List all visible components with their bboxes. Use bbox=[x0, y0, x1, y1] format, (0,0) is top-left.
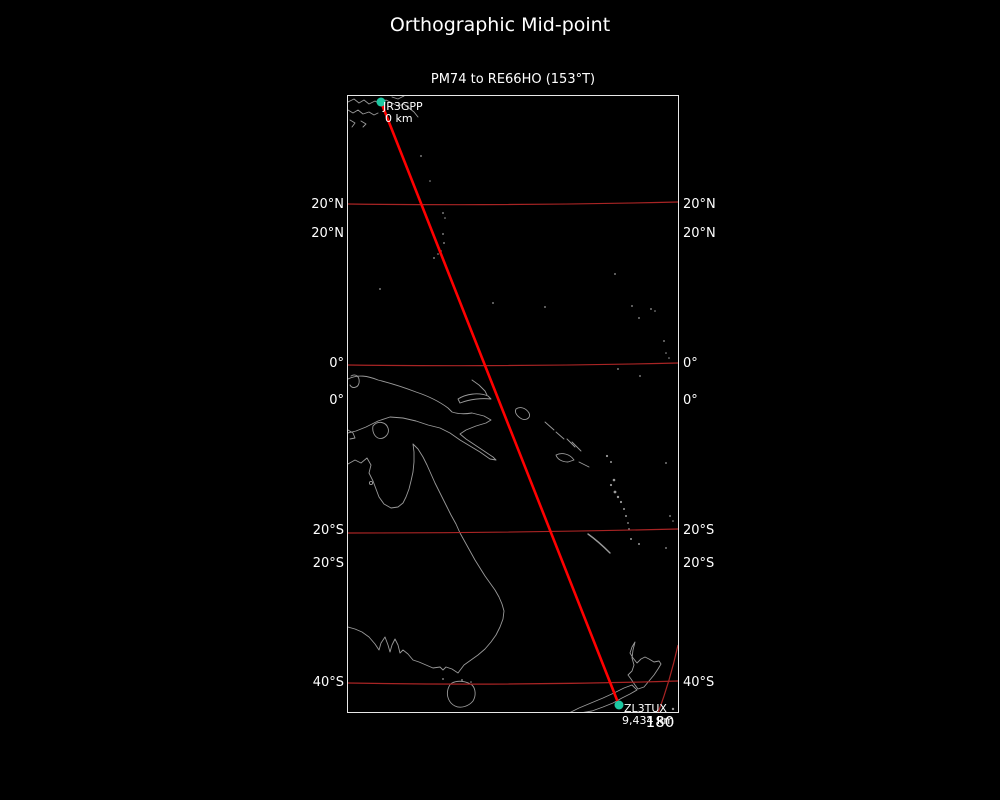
lat-label-right-20s-b: 20°S bbox=[683, 556, 715, 571]
page-title: Orthographic Mid-point bbox=[389, 14, 611, 36]
origin-callsign-label: JR3GPP bbox=[383, 100, 423, 113]
lat-label-right-20s-a: 20°S bbox=[683, 523, 715, 538]
destination-callsign-label: ZL3TUX bbox=[624, 702, 667, 715]
orthographic-map bbox=[348, 96, 678, 712]
map-plot-area bbox=[347, 95, 679, 713]
destination-marker-dot bbox=[614, 700, 624, 710]
meridian-180-line bbox=[657, 644, 678, 712]
lat-label-right-0-a: 0° bbox=[683, 356, 698, 371]
lat-label-left-20n-a: 20°N bbox=[311, 197, 344, 212]
lat-label-left-20s-b: 20°S bbox=[312, 556, 344, 571]
lat-label-right-40s: 40°S bbox=[683, 675, 715, 690]
destination-distance-label: 9,434 km bbox=[622, 714, 675, 727]
map-subtitle: PM74 to RE66HO (153°T) bbox=[430, 72, 596, 87]
lat-label-left-20s-a: 20°S bbox=[312, 523, 344, 538]
lat-label-left-0-a: 0° bbox=[329, 356, 344, 371]
lon-label-180: 180 bbox=[645, 713, 675, 731]
lat-label-left-40s: 40°S bbox=[312, 675, 344, 690]
lat-label-right-20n-b: 20°N bbox=[683, 226, 716, 241]
origin-distance-label: 0 km bbox=[385, 112, 413, 125]
lat-label-left-20n-b: 20°N bbox=[311, 226, 344, 241]
island-dots bbox=[379, 155, 675, 711]
coastlines bbox=[348, 96, 662, 712]
origin-marker-dot bbox=[376, 97, 386, 107]
lat-label-right-0-b: 0° bbox=[683, 393, 698, 408]
great-circle-path bbox=[379, 100, 621, 707]
lat-label-right-20n-a: 20°N bbox=[683, 197, 716, 212]
lat-label-left-0-b: 0° bbox=[329, 393, 344, 408]
graticule-parallels bbox=[348, 201, 678, 685]
